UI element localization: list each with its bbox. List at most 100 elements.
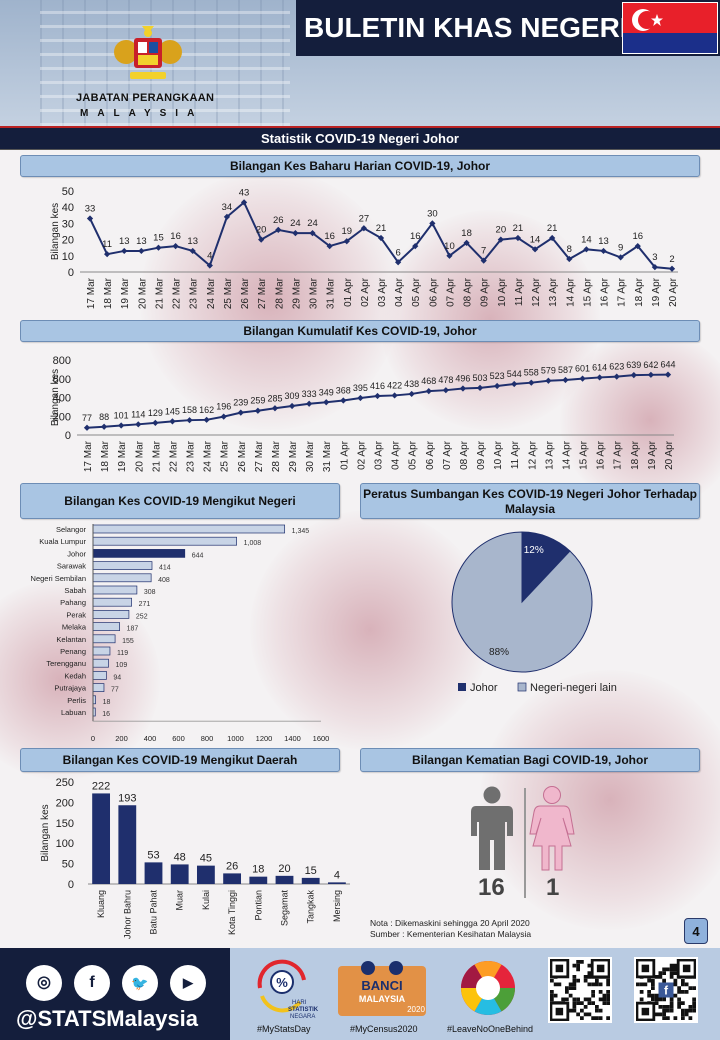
- x-tick-label: 18 Mar: [100, 440, 111, 472]
- qr-module: [595, 1008, 599, 1013]
- data-point: [223, 213, 231, 221]
- x-tick-label: 22 Mar: [168, 440, 179, 472]
- qr-module: [651, 982, 655, 987]
- facebook-icon[interactable]: f: [74, 965, 110, 1001]
- x-tick-label: 04 Apr: [391, 440, 402, 470]
- data-point: [104, 251, 111, 258]
- x-tick-label: 16 Apr: [596, 440, 607, 470]
- data-point: [596, 374, 603, 381]
- qr-finder-core: [555, 1007, 564, 1016]
- data-label: 308: [144, 589, 156, 596]
- data-label: 14: [530, 234, 541, 245]
- data-label: 19: [341, 226, 352, 237]
- bar: [275, 875, 294, 884]
- instagram-icon[interactable]: ◎: [26, 965, 62, 1001]
- data-point: [528, 379, 535, 386]
- qr-module: [639, 990, 644, 994]
- data-label: 4: [334, 869, 340, 881]
- svg-text:NEGARA: NEGARA: [290, 1014, 315, 1020]
- bar: [92, 597, 132, 607]
- x-tick-label: 02 Apr: [356, 440, 367, 470]
- deaths-divider: [524, 788, 526, 898]
- y-tick-label: 40: [62, 202, 74, 214]
- bar: [223, 873, 242, 884]
- data-label: 18: [252, 864, 264, 876]
- data-label: 13: [187, 236, 198, 247]
- data-label: 13: [119, 236, 130, 247]
- category-label: Penang: [60, 647, 86, 656]
- data-label: 187: [127, 626, 139, 633]
- data-label: 271: [139, 601, 151, 608]
- y-tick-label: 200: [56, 797, 74, 809]
- social-handle[interactable]: @STATSMalaysia: [16, 1006, 199, 1031]
- data-point: [254, 407, 261, 414]
- x-tick-label: Johor Bahru: [122, 890, 132, 939]
- data-point: [86, 215, 94, 222]
- data-label: 496: [455, 374, 470, 384]
- qr-module: [598, 982, 603, 987]
- bar: [92, 683, 105, 692]
- data-point: [237, 409, 244, 416]
- qr-module: [662, 1008, 666, 1013]
- data-label: 349: [319, 387, 334, 397]
- qr-module: [565, 990, 569, 994]
- bar: [249, 876, 268, 884]
- female-deaths-value: 1: [546, 874, 560, 901]
- legend-swatch: [458, 683, 466, 691]
- data-label: 155: [122, 638, 134, 645]
- qr-module: [673, 971, 678, 975]
- qr-code-facebook[interactable]: f: [634, 957, 698, 1023]
- qr-module: [673, 978, 678, 983]
- data-label: 26: [226, 860, 238, 872]
- qr-module: [651, 978, 655, 983]
- qr-module: [576, 1001, 580, 1005]
- qr-module: [692, 997, 696, 1002]
- twitter-icon[interactable]: 🐦: [122, 965, 158, 1001]
- x-tick-label: 22 Mar: [172, 277, 183, 309]
- qr-module: [651, 986, 655, 990]
- x-tick-label: Kota Tinggi: [227, 890, 237, 935]
- daily-cases-title: Bilangan Kes Baharu Harian COVID-19, Joh…: [20, 155, 700, 177]
- data-label: 4: [207, 251, 212, 262]
- x-tick-label: 24 Mar: [206, 277, 217, 309]
- qr-code-website[interactable]: [548, 957, 612, 1023]
- bar: [92, 658, 109, 668]
- x-tick-label: 03 Apr: [377, 277, 388, 307]
- youtube-icon[interactable]: ▶: [170, 965, 206, 1001]
- qr-module: [692, 986, 696, 990]
- qr-module: [636, 982, 640, 987]
- x-tick-label: 13 Apr: [548, 277, 559, 307]
- data-point: [135, 421, 142, 428]
- x-tick-label: 26 Mar: [240, 277, 251, 309]
- data-label: 27: [359, 213, 370, 224]
- y-tick-label: 800: [53, 355, 71, 367]
- qr-finder-core: [682, 964, 691, 973]
- qr-module: [673, 982, 678, 987]
- qr-module: [643, 982, 648, 987]
- svg-text:STATISTIK: STATISTIK: [288, 1007, 319, 1013]
- qr-module: [553, 993, 558, 998]
- qr-module: [587, 1012, 592, 1017]
- data-label: 16: [102, 711, 110, 718]
- data-label: 158: [182, 405, 197, 415]
- qr-module: [651, 993, 655, 998]
- cumulative-cases-chart: 0 200 400 600 800 Bilangan kes 77 17 Mar 88 18 Ma…: [50, 355, 676, 472]
- x-tick-label: Segamat: [280, 890, 290, 927]
- qr-module: [673, 967, 678, 972]
- data-label: 15: [153, 233, 164, 244]
- qr-module: [598, 997, 603, 1002]
- qr-module: [662, 967, 666, 972]
- qr-module: [591, 1001, 595, 1005]
- x-tick-label: 19 Mar: [120, 277, 131, 309]
- data-label: 16: [632, 231, 643, 242]
- qr-module: [606, 997, 610, 1002]
- bar: [92, 793, 111, 884]
- qr-module: [580, 1001, 584, 1005]
- x-tick-label: 26 Mar: [237, 440, 248, 472]
- x-tick-label: 17 Apr: [617, 277, 628, 307]
- data-label: 15: [305, 865, 317, 877]
- qr-module: [595, 1016, 599, 1020]
- data-label: 18: [461, 228, 472, 239]
- data-label: 2: [669, 254, 674, 265]
- qr-module: [572, 963, 577, 968]
